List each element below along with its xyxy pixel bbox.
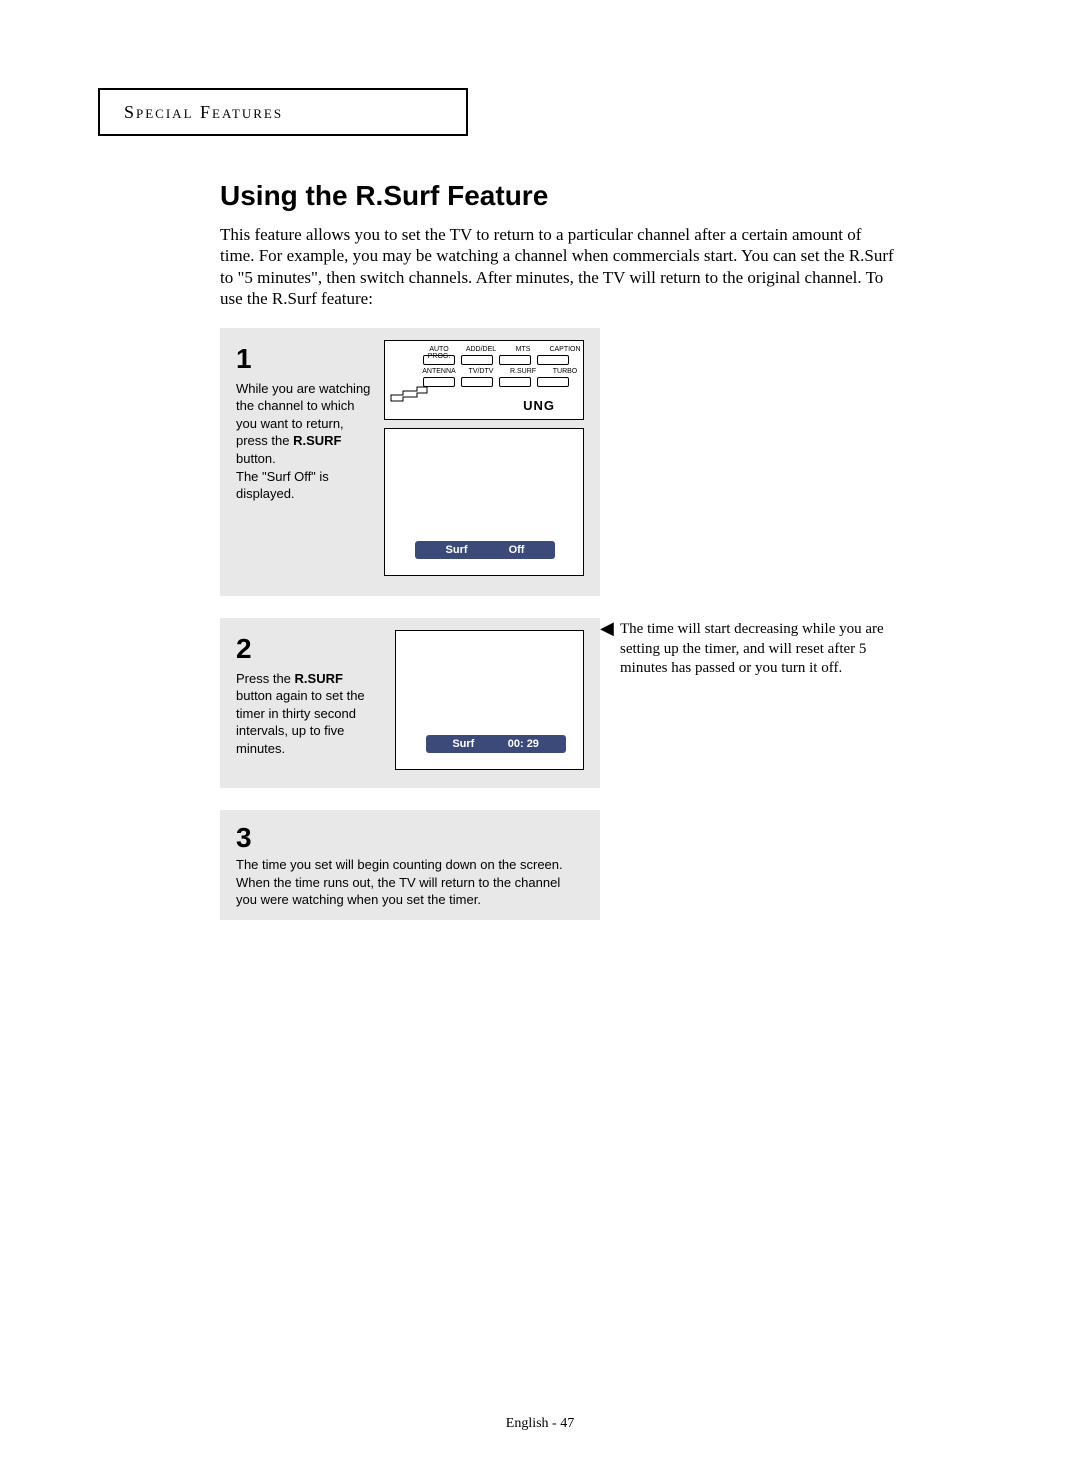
step-1-panel: 1 While you are watching the channel to … — [220, 328, 600, 596]
remote-btn-7 — [499, 377, 531, 387]
section-header-text: Special Features — [124, 102, 283, 123]
osd2-left: Surf — [452, 738, 474, 750]
osd1-right: Off — [509, 544, 525, 556]
remote-label-rsurf: R.SURF — [505, 368, 541, 375]
tv-screen-2: Surf 00: 29 — [395, 630, 584, 770]
tv-screen-1: Surf Off — [384, 428, 584, 576]
remote-label-antenna: ANTENNA — [421, 368, 457, 375]
remote-btn-1 — [423, 355, 455, 365]
osd2-right: 00: 29 — [508, 738, 539, 750]
step-2-text-after: button again to set the timer in thirty … — [236, 688, 365, 756]
osd-bar-2: Surf 00: 29 — [426, 735, 566, 753]
remote-label-turbo: TURBO — [547, 368, 583, 375]
page-title: Using the R.Surf Feature — [220, 180, 548, 212]
remote-btn-3 — [499, 355, 531, 365]
remote-btn-6 — [461, 377, 493, 387]
step-1-textcol: 1 While you are watching the channel to … — [236, 340, 372, 576]
remote-illustration: AUTO PROG. ADD/DEL MTS CAPTION ANTENNA T… — [384, 340, 584, 420]
sidenote-arrow-icon: ◀ — [600, 618, 614, 639]
remote-brand-logo: UNG — [523, 398, 555, 413]
step-2-text-before: Press the — [236, 671, 295, 686]
step-3-panel: 3 The time you set will begin counting d… — [220, 810, 600, 920]
step-2-panel: 2 Press the R.SURF button again to set t… — [220, 618, 600, 788]
osd-bar-1: Surf Off — [415, 541, 555, 559]
step-3-number: 3 — [236, 822, 584, 854]
pointing-hand-icon — [389, 377, 431, 411]
step-1-text-after: button. — [236, 451, 276, 466]
step-1-number: 1 — [236, 340, 372, 378]
step-2-text-bold: R.SURF — [295, 671, 343, 686]
remote-btn-2 — [461, 355, 493, 365]
step-1-text: While you are watching the channel to wh… — [236, 380, 372, 503]
section-header-box: Special Features — [98, 88, 468, 136]
sidenote-text: The time will start decreasing while you… — [620, 620, 890, 679]
page-footer: English - 47 — [0, 1416, 1080, 1432]
step-2-text: Press the R.SURF button again to set the… — [236, 670, 383, 758]
step-1-text-bold: R.SURF — [293, 433, 341, 448]
intro-paragraph: This feature allows you to set the TV to… — [220, 224, 900, 309]
step-2-number: 2 — [236, 630, 383, 668]
remote-btn-4 — [537, 355, 569, 365]
osd1-left: Surf — [446, 544, 468, 556]
step-3-text: The time you set will begin counting dow… — [236, 856, 584, 909]
remote-label-tvdtv: TV/DTV — [463, 368, 499, 375]
remote-btn-8 — [537, 377, 569, 387]
step-1-text-line2: The "Surf Off" is displayed. — [236, 469, 329, 502]
step-2-textcol: 2 Press the R.SURF button again to set t… — [236, 630, 383, 770]
